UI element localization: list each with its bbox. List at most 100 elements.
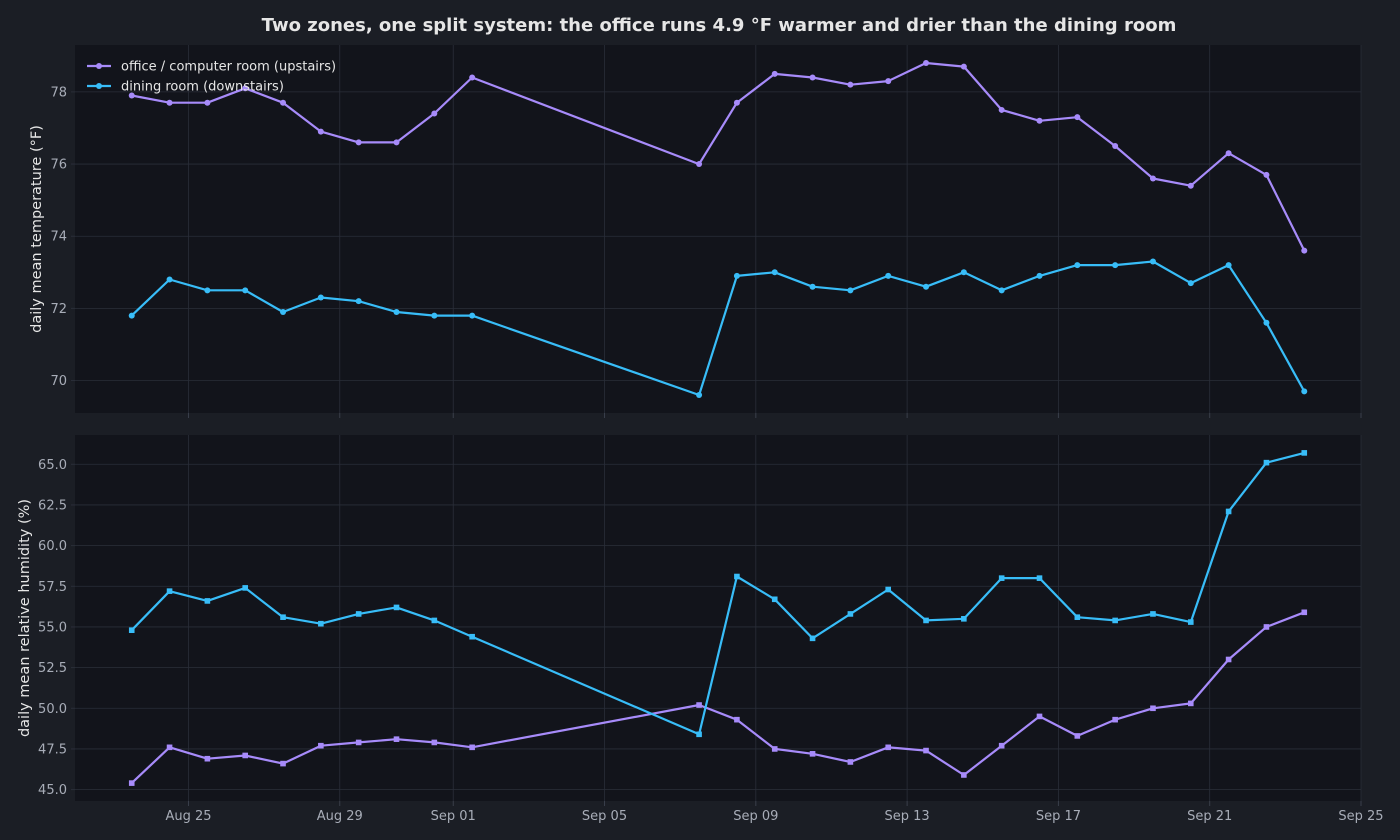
y-axis-label: daily mean relative humidity (%) bbox=[17, 499, 33, 737]
data-point bbox=[1112, 262, 1119, 269]
data-point bbox=[1187, 182, 1194, 189]
series-office bbox=[128, 609, 1308, 786]
x-tick-label: Sep 21 bbox=[1187, 809, 1232, 824]
data-point bbox=[204, 598, 211, 604]
data-point bbox=[733, 99, 740, 106]
data-point bbox=[923, 283, 930, 290]
data-point bbox=[696, 391, 703, 398]
data-point bbox=[771, 269, 778, 276]
data-point bbox=[1225, 262, 1232, 269]
x-tick-label: Aug 29 bbox=[317, 809, 363, 824]
data-point bbox=[128, 92, 135, 99]
data-point bbox=[469, 744, 475, 751]
data-point bbox=[431, 617, 438, 624]
data-point bbox=[166, 588, 173, 594]
data-point bbox=[923, 617, 929, 624]
data-point bbox=[1112, 716, 1118, 723]
data-point bbox=[923, 747, 929, 754]
data-point bbox=[1225, 508, 1232, 515]
y-tick-label: 65.0 bbox=[38, 458, 67, 473]
y-tick-label: 45.0 bbox=[38, 783, 67, 798]
data-point bbox=[998, 287, 1005, 294]
data-point bbox=[809, 751, 816, 757]
data-point bbox=[166, 99, 173, 106]
x-tick-label: Sep 25 bbox=[1338, 809, 1383, 824]
data-point bbox=[431, 739, 438, 746]
y-tick-label: 55.0 bbox=[38, 620, 67, 635]
data-point bbox=[1150, 611, 1156, 617]
data-point bbox=[1074, 733, 1081, 739]
data-point bbox=[318, 742, 324, 749]
data-point bbox=[166, 276, 173, 283]
data-point bbox=[847, 759, 854, 765]
data-point bbox=[1301, 388, 1308, 395]
data-point bbox=[1074, 614, 1081, 620]
data-point bbox=[128, 780, 135, 786]
data-point bbox=[809, 283, 816, 290]
data-point bbox=[1263, 459, 1270, 466]
data-point bbox=[1036, 713, 1043, 720]
data-point bbox=[1301, 450, 1308, 456]
data-point bbox=[733, 272, 740, 279]
data-point bbox=[318, 620, 324, 627]
data-point bbox=[431, 312, 438, 319]
x-tick-label: Sep 17 bbox=[1036, 809, 1081, 824]
data-point bbox=[1036, 117, 1043, 124]
data-point bbox=[1301, 247, 1308, 254]
data-point bbox=[204, 287, 211, 294]
legend-swatch-marker bbox=[96, 83, 102, 89]
data-point bbox=[1263, 624, 1270, 630]
data-point bbox=[771, 70, 778, 77]
chart-panel-2: 45.0 47.5 50.0 52.5 55.0 57.5 60.0 62.5 65.0 Aug … bbox=[17, 435, 1384, 824]
y-axis-label: daily mean temperature (°F) bbox=[29, 125, 45, 333]
data-point bbox=[469, 74, 476, 81]
data-point bbox=[1074, 114, 1081, 121]
data-point bbox=[242, 585, 249, 591]
data-point bbox=[734, 573, 740, 580]
data-point bbox=[1263, 319, 1270, 326]
data-point bbox=[128, 627, 135, 633]
series-dining bbox=[128, 258, 1308, 398]
data-point bbox=[393, 139, 400, 146]
data-point bbox=[1187, 280, 1194, 287]
legend-label: office / computer room (upstairs) bbox=[121, 60, 336, 75]
data-point bbox=[960, 269, 967, 276]
data-point bbox=[1036, 272, 1043, 279]
data-point bbox=[1187, 619, 1194, 625]
data-point bbox=[1149, 175, 1156, 182]
y-tick-label: 50.0 bbox=[38, 702, 67, 717]
data-point bbox=[961, 616, 967, 622]
x-tick-label: Sep 13 bbox=[885, 809, 930, 824]
x-tick-label: Sep 01 bbox=[431, 809, 476, 824]
data-point bbox=[393, 308, 400, 315]
data-point bbox=[1074, 262, 1081, 269]
data-point bbox=[961, 772, 967, 778]
data-point bbox=[431, 110, 438, 117]
y-tick-label: 72 bbox=[50, 302, 67, 317]
chart-panels: 70 72 74 76 78 daily mean temperature (°F) off… bbox=[17, 45, 1384, 824]
data-point bbox=[280, 99, 287, 106]
y-tick-label: 70 bbox=[50, 374, 67, 389]
data-point bbox=[809, 635, 816, 642]
chart-title: Two zones, one split system: the office … bbox=[262, 15, 1177, 36]
legend: office / computer room (upstairs) dining … bbox=[87, 60, 336, 95]
data-point bbox=[355, 739, 362, 746]
data-point bbox=[1112, 617, 1118, 624]
data-point bbox=[1036, 575, 1043, 581]
data-point bbox=[242, 85, 249, 92]
series-office bbox=[128, 60, 1308, 254]
y-tick-label: 60.0 bbox=[38, 539, 67, 554]
y-tick-label: 74 bbox=[50, 230, 67, 245]
data-point bbox=[355, 139, 362, 146]
data-point bbox=[204, 755, 211, 762]
data-point bbox=[960, 63, 967, 70]
data-point bbox=[166, 744, 173, 751]
data-point bbox=[696, 161, 703, 168]
data-point bbox=[1225, 656, 1232, 663]
data-point bbox=[1187, 700, 1194, 707]
legend-label: dining room (downstairs) bbox=[121, 80, 284, 95]
data-point bbox=[355, 298, 362, 305]
y-tick-label: 62.5 bbox=[38, 498, 67, 513]
